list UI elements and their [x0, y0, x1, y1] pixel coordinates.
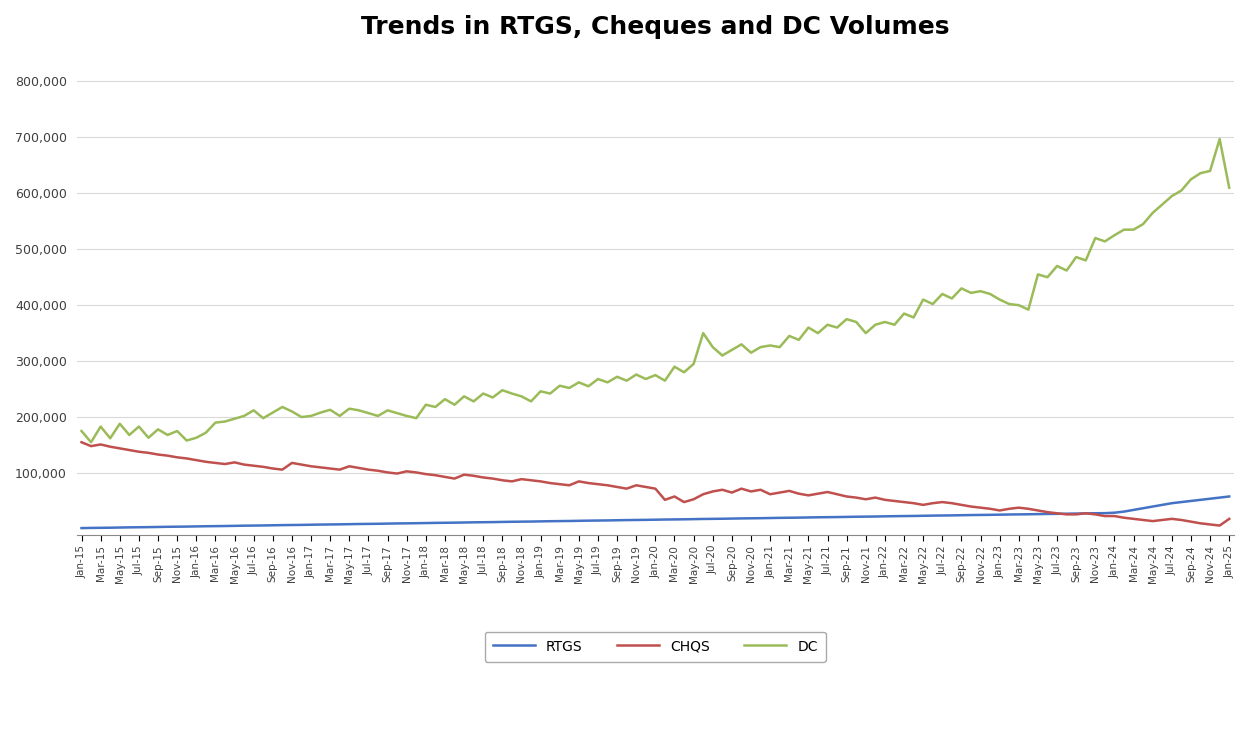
DC [84, 437, 99, 446]
DC [801, 323, 816, 332]
RTGS [849, 512, 864, 521]
RTGS [341, 520, 356, 529]
CHQS [849, 493, 864, 502]
DC [351, 406, 366, 415]
DC [859, 329, 874, 338]
RTGS [1221, 492, 1236, 501]
Line: RTGS: RTGS [81, 497, 1229, 528]
DC [1155, 200, 1170, 209]
RTGS [1145, 502, 1160, 511]
CHQS [74, 437, 89, 446]
CHQS [189, 455, 204, 464]
DC [199, 428, 214, 437]
DC [571, 378, 586, 387]
Title: Trends in RTGS, Cheques and DC Volumes: Trends in RTGS, Cheques and DC Volumes [361, 15, 950, 39]
CHQS [1212, 521, 1228, 530]
RTGS [561, 517, 576, 526]
Line: DC: DC [81, 139, 1229, 442]
Legend: RTGS, CHQS, DC: RTGS, CHQS, DC [485, 631, 826, 662]
CHQS [791, 489, 806, 498]
DC [1212, 135, 1228, 144]
DC [74, 426, 89, 435]
RTGS [74, 524, 89, 533]
CHQS [1145, 517, 1160, 526]
RTGS [189, 522, 204, 531]
Line: CHQS: CHQS [81, 442, 1229, 526]
RTGS [791, 513, 806, 522]
CHQS [561, 481, 576, 490]
CHQS [341, 462, 356, 471]
DC [1221, 184, 1236, 192]
CHQS [1221, 515, 1236, 524]
